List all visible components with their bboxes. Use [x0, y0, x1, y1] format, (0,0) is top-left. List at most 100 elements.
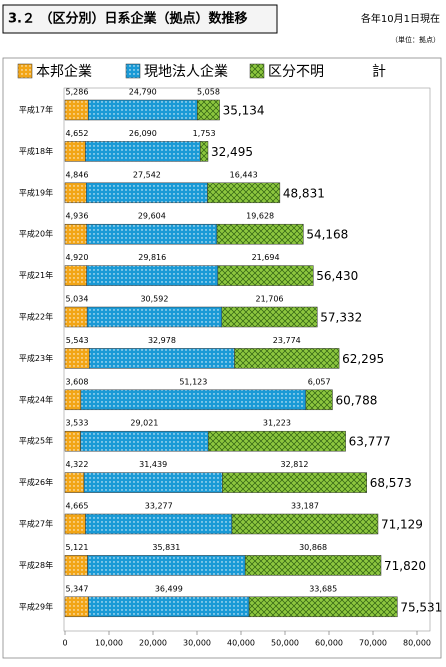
- bar-segment: [89, 348, 235, 369]
- bar-segment: [85, 141, 201, 162]
- bar-segment: [64, 141, 86, 162]
- y-tick-label: 平成24年: [19, 394, 53, 404]
- bar-segment: [244, 555, 382, 576]
- data-label: 27,542: [133, 170, 161, 179]
- data-label: 21,694: [252, 253, 280, 262]
- bar-segment: [85, 513, 233, 535]
- bar-segment: [248, 596, 398, 618]
- total-label: 71,820: [384, 559, 426, 573]
- data-label: 35,831: [152, 543, 180, 552]
- total-label: 63,777: [349, 435, 391, 449]
- bar-segment: [86, 182, 208, 204]
- data-label: 30,868: [299, 543, 327, 552]
- bar-segment: [64, 513, 86, 535]
- bar-segment: [64, 223, 87, 245]
- data-label: 16,443: [230, 170, 258, 179]
- legend-label: 現地法人企業: [144, 63, 228, 80]
- x-tick-label: 20,000: [139, 639, 167, 648]
- bar-segment: [83, 472, 223, 493]
- unit-label: （単位：拠点）: [391, 35, 440, 44]
- legend-label: 区分不明: [268, 64, 324, 80]
- bar-segment: [216, 223, 304, 245]
- total-label: 57,332: [320, 311, 362, 325]
- total-label: 54,168: [306, 228, 348, 242]
- bar-segment: [80, 430, 209, 452]
- data-label: 5,121: [66, 543, 89, 552]
- y-tick-label: 平成19年: [19, 187, 53, 197]
- data-label: 33,187: [291, 502, 319, 511]
- bar-segment: [86, 306, 223, 328]
- x-tick-label: 60,000: [315, 639, 343, 648]
- chart-title: 3.２ （区分別）日系企業（拠点）数推移: [8, 11, 248, 27]
- bar-segment: [64, 596, 89, 618]
- bar-segment: [200, 141, 209, 162]
- data-label: 33,277: [145, 502, 173, 511]
- x-tick-label: 10,000: [95, 639, 123, 648]
- bar-segment: [64, 430, 81, 452]
- data-label: 32,812: [281, 460, 309, 469]
- y-tick-label: 平成23年: [19, 353, 53, 363]
- data-label: 3,533: [66, 419, 89, 428]
- chart-frame: [2, 57, 442, 659]
- data-label: 1,753: [193, 129, 216, 138]
- total-label: 56,430: [316, 269, 358, 283]
- data-label: 23,774: [273, 336, 301, 345]
- data-label: 26,090: [129, 129, 157, 138]
- data-label: 24,790: [129, 88, 157, 97]
- legend-swatch: [125, 63, 141, 79]
- bar-segment: [305, 389, 333, 411]
- bar-segment: [80, 389, 307, 411]
- data-label: 31,223: [263, 419, 291, 428]
- x-tick-label: 0: [62, 639, 67, 648]
- y-tick-label: 平成25年: [19, 436, 53, 446]
- data-label: 51,123: [179, 377, 207, 386]
- bar-segment: [86, 265, 219, 286]
- bar-segment: [231, 513, 379, 535]
- y-tick-label: 平成26年: [19, 477, 53, 487]
- bar-segment: [64, 99, 89, 121]
- total-label: 60,788: [335, 393, 377, 407]
- x-tick-label: 50,000: [271, 639, 299, 648]
- x-tick-label: 70,000: [359, 639, 387, 648]
- data-label: 4,322: [66, 460, 89, 469]
- bar-segment: [217, 265, 314, 286]
- bar-segment: [88, 596, 250, 618]
- data-label: 4,846: [66, 170, 89, 179]
- data-label: 29,021: [130, 419, 158, 428]
- data-label: 4,652: [66, 129, 89, 138]
- data-label: 3,608: [66, 377, 89, 386]
- x-tick-label: 40,000: [227, 639, 255, 648]
- bar-segment: [86, 223, 218, 245]
- y-tick-label: 平成27年: [19, 519, 53, 529]
- legend-swatch: [17, 63, 33, 79]
- bar-segment: [197, 99, 220, 121]
- legend-swatch: [249, 63, 265, 79]
- x-tick-label: 30,000: [183, 639, 211, 648]
- bar-segment: [64, 306, 88, 328]
- y-tick-label: 平成18年: [19, 146, 53, 156]
- legend-label: 計: [372, 64, 386, 80]
- data-label: 5,058: [197, 88, 220, 97]
- y-tick-label: 平成29年: [19, 601, 53, 611]
- data-label: 32,978: [148, 336, 176, 345]
- data-label: 5,543: [66, 336, 89, 345]
- bar-segment: [64, 348, 90, 369]
- bar-segment: [64, 265, 87, 286]
- data-label: 30,592: [140, 295, 168, 304]
- data-label: 5,286: [66, 88, 89, 97]
- plot-frame: [63, 87, 431, 632]
- data-label: 4,936: [66, 212, 89, 221]
- data-label: 4,665: [66, 502, 89, 511]
- y-tick-label: 平成21年: [19, 270, 53, 280]
- x-tick-label: 80,000: [403, 639, 431, 648]
- bar-segment: [88, 99, 198, 121]
- total-label: 35,134: [223, 104, 265, 118]
- data-label: 33,685: [309, 584, 337, 593]
- y-tick-label: 平成28年: [19, 560, 53, 570]
- data-label: 5,034: [66, 295, 89, 304]
- data-label: 29,816: [138, 253, 166, 262]
- total-label: 71,129: [381, 518, 423, 532]
- bar-segment: [221, 306, 318, 328]
- data-label: 4,920: [66, 253, 89, 262]
